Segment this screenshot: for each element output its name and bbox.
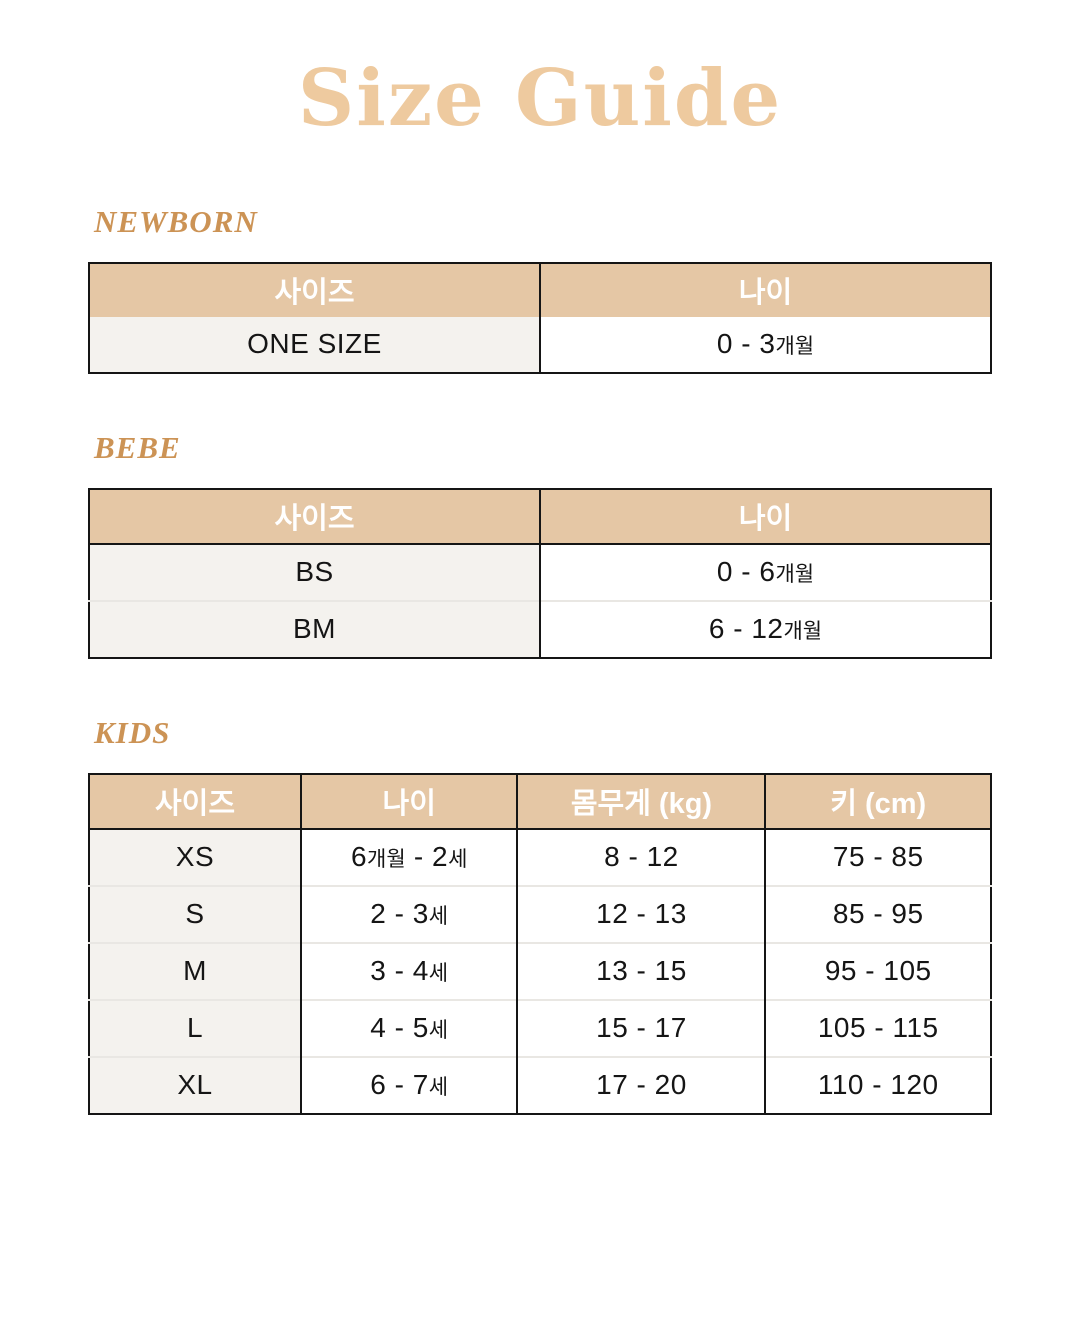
table-cell: S (89, 884, 301, 943)
table-cell: 15 - 17 (516, 998, 766, 1057)
table-header-row: 사이즈 나이 (89, 262, 991, 317)
section-kids: KIDS 사이즈 나이 몸무게 (kg) 키 (cm) XS 6개월 - 2세 8 - 12… (88, 715, 992, 1115)
table-cell: XL (89, 1055, 301, 1114)
korean-unit-label: 세 (428, 962, 449, 986)
section-heading-newborn: NEWBORN (94, 203, 258, 239)
table-cell: 8 - 12 (516, 827, 766, 886)
korean-unit-label: 개월 (775, 335, 815, 359)
table-cell: 12 - 13 (516, 884, 766, 943)
section-heading-kids: KIDS (94, 714, 171, 750)
table-row: BS 0 - 6개월 (89, 542, 991, 601)
size-table-kids: 사이즈 나이 몸무게 (kg) 키 (cm) XS 6개월 - 2세 8 - 12 75 - … (88, 772, 992, 1115)
column-header: 나이 (539, 488, 991, 544)
table-cell: 17 - 20 (516, 1055, 766, 1114)
table-cell: 13 - 15 (516, 941, 766, 1000)
table-row: XS 6개월 - 2세 8 - 12 75 - 85 (89, 827, 991, 886)
table-cell: 95 - 105 (764, 941, 991, 1000)
table-cell: 3 - 4세 (299, 941, 518, 1000)
table-cell: 105 - 115 (764, 998, 991, 1057)
column-header: 몸무게 (kg) (516, 773, 766, 829)
size-table-bebe: 사이즈 나이 BS 0 - 6개월 BM 6 - 12개월 (88, 487, 992, 659)
korean-unit-label: 세 (428, 905, 449, 929)
table-cell: 75 - 85 (764, 827, 991, 886)
table-cell: ONE SIZE (89, 316, 540, 373)
page-title: Size Guide (297, 53, 783, 144)
korean-unit-label: 세 (448, 848, 468, 872)
table-cell: 0 - 3개월 (539, 316, 991, 373)
column-header: 사이즈 (89, 262, 540, 317)
korean-unit-label: 개월 (775, 563, 815, 587)
table-cell: 6 - 12개월 (539, 599, 991, 658)
table-row: ONE SIZE 0 - 3개월 (89, 316, 991, 373)
section-heading-bebe: BEBE (94, 429, 181, 465)
table-cell: L (89, 998, 301, 1057)
table-cell: M (89, 941, 301, 1000)
table-header-row: 사이즈 나이 (89, 488, 991, 544)
table-cell: 0 - 6개월 (539, 542, 991, 601)
size-table-newborn: 사이즈 나이 ONE SIZE 0 - 3개월 (88, 261, 992, 374)
table-row: XL 6 - 7세 17 - 20 110 - 120 (89, 1055, 991, 1114)
table-row: BM 6 - 12개월 (89, 599, 991, 658)
table-cell: 4 - 5세 (299, 998, 518, 1057)
table-cell: 6개월 - 2세 (299, 827, 518, 886)
section-newborn: NEWBORN 사이즈 나이 ONE SIZE 0 - 3개월 (88, 204, 992, 374)
table-cell: BM (89, 599, 540, 658)
column-header: 나이 (539, 262, 991, 317)
size-guide-page: Size Guide NEWBORN 사이즈 나이 ONE SIZE 0 - 3개월 … (88, 54, 992, 1115)
table-cell: 85 - 95 (764, 884, 991, 943)
table-cell: 6 - 7세 (299, 1055, 518, 1114)
korean-unit-label: 세 (428, 1019, 449, 1043)
column-header: 키 (cm) (764, 773, 991, 829)
table-cell: 110 - 120 (764, 1055, 991, 1114)
korean-unit-label: 개월 (783, 620, 823, 644)
table-cell: BS (89, 542, 540, 601)
section-bebe: BEBE 사이즈 나이 BS 0 - 6개월 BM 6 - 12개월 (88, 430, 992, 659)
column-header: 나이 (299, 773, 518, 829)
column-header: 사이즈 (89, 488, 540, 544)
korean-unit-label: 세 (428, 1076, 449, 1100)
korean-unit-label: 개월 (367, 848, 406, 872)
column-header: 사이즈 (89, 773, 301, 829)
table-cell: 2 - 3세 (299, 884, 518, 943)
table-cell: XS (89, 827, 301, 886)
table-header-row: 사이즈 나이 몸무게 (kg) 키 (cm) (89, 773, 991, 829)
